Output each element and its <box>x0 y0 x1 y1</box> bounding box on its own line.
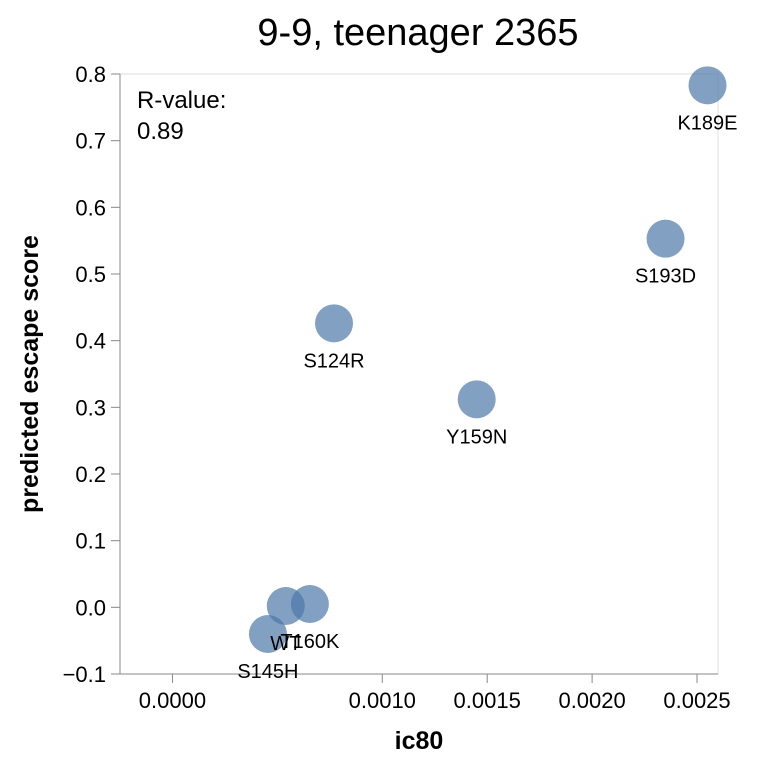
y-tick-label: 0.6 <box>75 195 106 220</box>
data-point <box>688 66 727 105</box>
y-tick-label: 0.5 <box>75 262 106 287</box>
x-tick-label: 0.0015 <box>454 688 521 713</box>
y-tick-label: 0.0 <box>75 595 106 620</box>
point-label: WT <box>270 633 301 655</box>
x-tick-label: 0.0010 <box>349 688 416 713</box>
r-value-number: 0.89 <box>137 118 184 145</box>
data-point <box>315 304 354 343</box>
points-layer <box>248 66 727 653</box>
chart-title: 9-9, teenager 2365 <box>257 12 578 54</box>
plot-frame <box>119 73 719 675</box>
data-point <box>248 615 287 653</box>
point-label: S193D <box>635 266 696 288</box>
point-label: S145H <box>237 661 298 683</box>
y-tick-label: 0.7 <box>75 129 106 154</box>
y-axis-title: predicted escape score <box>16 235 44 513</box>
y-tick-label: 0.4 <box>75 329 106 354</box>
data-point <box>646 219 685 258</box>
y-axis-ticks: −0.1 0.0 0.1 0.2 0.3 0.4 0.5 0.6 0.7 0.8 <box>63 62 120 687</box>
y-tick-label: 0.3 <box>75 395 106 420</box>
point-label: T160K <box>280 631 340 653</box>
x-axis-ticks: 0.0000 0.0010 0.0015 0.0020 0.0025 <box>139 674 731 713</box>
y-tick-label: 0.1 <box>75 529 106 554</box>
x-tick-label: 0.0025 <box>663 688 730 713</box>
x-tick-label: 0.0000 <box>139 688 206 713</box>
data-point <box>266 587 305 625</box>
y-tick-label: −0.1 <box>63 662 106 687</box>
x-tick-label: 0.0020 <box>558 688 625 713</box>
y-tick-label: 0.2 <box>75 462 106 487</box>
x-axis-title: ic80 <box>395 727 444 755</box>
y-tick-label: 0.8 <box>75 62 106 87</box>
data-point <box>457 380 496 419</box>
r-value-label: R-value: <box>137 87 226 114</box>
point-label: Y159N <box>446 426 507 448</box>
point-label: S124R <box>303 350 364 372</box>
point-label: K189E <box>677 112 737 134</box>
